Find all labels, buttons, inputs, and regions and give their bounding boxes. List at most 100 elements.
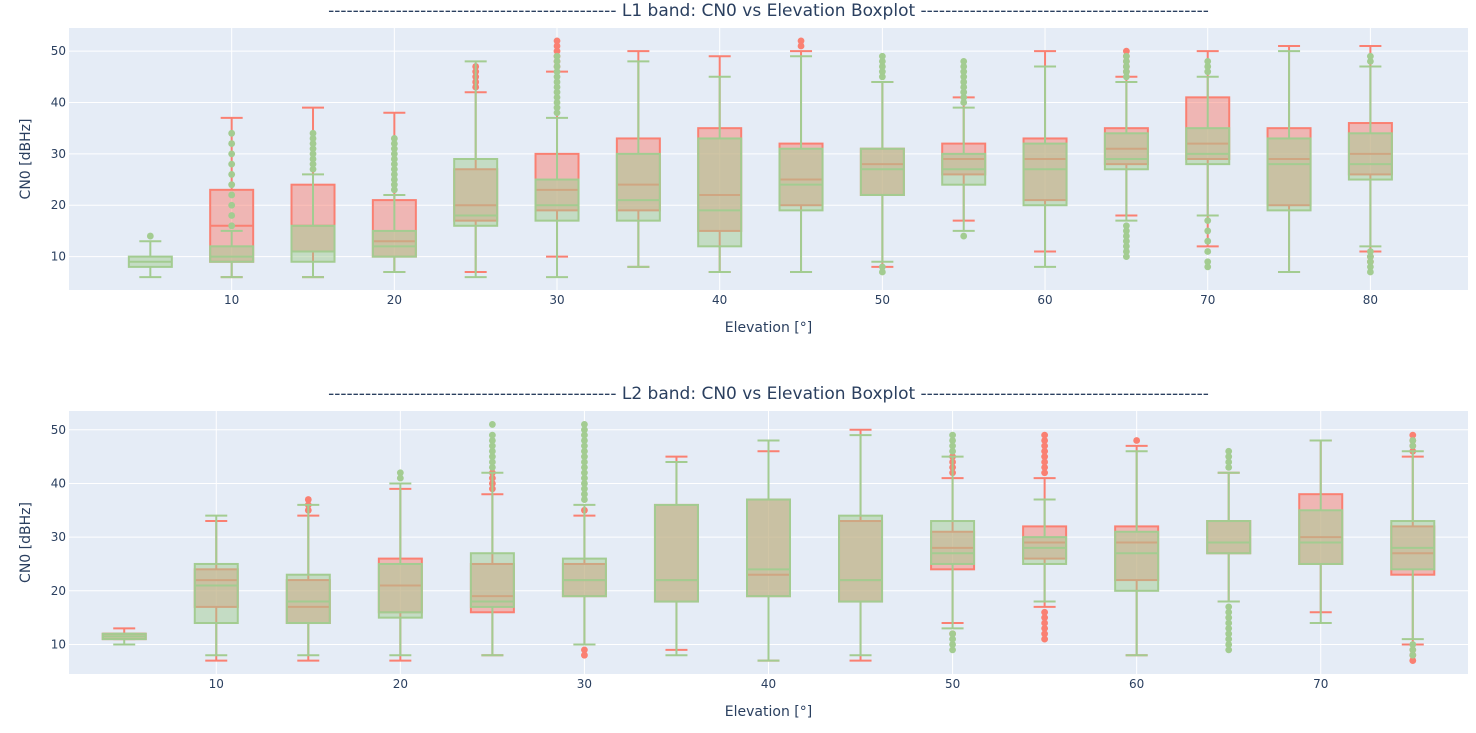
box-green xyxy=(653,460,699,657)
series-green xyxy=(101,421,1436,662)
box-green xyxy=(1347,52,1393,276)
y-tick-label: 40 xyxy=(51,476,66,490)
outlier-point xyxy=(390,150,398,158)
iqr-box xyxy=(838,514,884,603)
outlier-point xyxy=(228,129,236,137)
iqr-box xyxy=(1206,520,1252,555)
series-green xyxy=(127,50,1393,279)
outlier-point xyxy=(581,485,588,493)
iqr-box xyxy=(615,152,661,222)
outlier-point xyxy=(396,474,404,482)
outlier-point xyxy=(1041,431,1049,439)
outlier-point xyxy=(1122,57,1130,65)
outlier-point xyxy=(949,635,956,643)
outlier-point xyxy=(581,469,588,477)
outlier-point xyxy=(228,222,236,230)
outlier-point xyxy=(553,52,561,60)
outlier-point xyxy=(581,447,588,455)
iqr-box xyxy=(561,557,607,598)
outlier-point xyxy=(390,181,398,189)
box-green xyxy=(697,75,743,274)
iqr-box xyxy=(746,498,791,598)
outlier-point xyxy=(1366,268,1374,276)
outlier-point xyxy=(390,140,398,147)
iqr-box xyxy=(653,503,699,603)
y-tick-label: 50 xyxy=(51,44,66,58)
outlier-point xyxy=(581,463,588,471)
outlier-point xyxy=(1122,253,1130,261)
outlier-point xyxy=(1366,253,1374,261)
outlier-point xyxy=(878,73,886,81)
outlier-point xyxy=(553,104,561,112)
outlier-point xyxy=(1041,469,1049,477)
outlier-point xyxy=(488,431,496,439)
box-green xyxy=(1185,57,1231,271)
x-axis-label: Elevation [°] xyxy=(725,320,812,336)
box-green xyxy=(746,439,791,662)
outlier-point xyxy=(1122,227,1130,235)
x-tick-label: 10 xyxy=(209,677,224,691)
outlier-point xyxy=(949,641,956,648)
outlier-point xyxy=(1122,237,1130,245)
chart-panel-1: 10 20 30 40 50 10 20 30 40 50 60 70 80 --------------… xyxy=(18,1,1468,336)
iqr-box xyxy=(1185,127,1231,166)
outlier-point xyxy=(1409,437,1417,444)
outlier-point xyxy=(1225,646,1233,654)
outlier-point xyxy=(1225,608,1233,616)
box-green xyxy=(127,232,173,279)
iqr-box xyxy=(469,552,515,608)
outlier-point xyxy=(228,140,236,147)
outlier-point xyxy=(1225,458,1233,466)
outlier-point xyxy=(581,437,588,444)
iqr-box xyxy=(534,178,580,222)
outlier-point xyxy=(1366,52,1374,60)
outlier-point xyxy=(553,37,561,45)
outlier-point xyxy=(581,431,588,439)
outlier-point xyxy=(553,99,561,106)
x-tick-label: 80 xyxy=(1363,293,1378,307)
box-green xyxy=(371,135,417,274)
outlier-point xyxy=(1041,442,1049,450)
outlier-point xyxy=(553,93,561,101)
y-tick-label: 40 xyxy=(51,95,66,109)
outlier-point xyxy=(1204,57,1212,65)
outlier-point xyxy=(390,160,398,168)
x-tick-label: 10 xyxy=(224,293,239,307)
outlier-point xyxy=(878,63,886,70)
y-axis-label: CN0 [dBHz] xyxy=(18,119,34,200)
box-green xyxy=(469,421,515,657)
iqr-box xyxy=(1390,520,1436,571)
outlier-point xyxy=(581,474,588,482)
outlier-point xyxy=(553,42,561,50)
outlier-point xyxy=(1041,463,1049,471)
outlier-point xyxy=(553,88,561,96)
outlier-point xyxy=(1041,608,1049,616)
outlier-point xyxy=(553,73,561,81)
outlier-point xyxy=(1041,635,1049,643)
outlier-point xyxy=(390,165,398,173)
x-tick-label: 20 xyxy=(393,677,408,691)
outlier-point xyxy=(581,646,588,654)
y-tick-label: 20 xyxy=(51,584,66,598)
outlier-point xyxy=(1041,447,1049,455)
box-green xyxy=(101,632,147,646)
box-green xyxy=(1298,439,1344,625)
box-green xyxy=(1390,437,1436,659)
x-tick-label: 70 xyxy=(1313,677,1328,691)
outlier-point xyxy=(1122,73,1130,81)
outlier-point xyxy=(1122,222,1130,230)
iqr-box xyxy=(1022,142,1068,207)
outlier-point xyxy=(488,453,496,461)
outlier-point xyxy=(960,99,968,106)
outlier-point xyxy=(553,47,561,55)
outlier-point xyxy=(949,437,956,444)
iqr-box xyxy=(1347,132,1393,181)
y-tick-label: 30 xyxy=(51,147,66,161)
outlier-point xyxy=(1133,437,1141,444)
outlier-point xyxy=(488,437,496,444)
outlier-point xyxy=(390,176,398,183)
outlier-point xyxy=(1204,68,1212,76)
iqr-box xyxy=(930,520,976,565)
outlier-point xyxy=(1409,657,1417,664)
box-green xyxy=(930,431,976,654)
